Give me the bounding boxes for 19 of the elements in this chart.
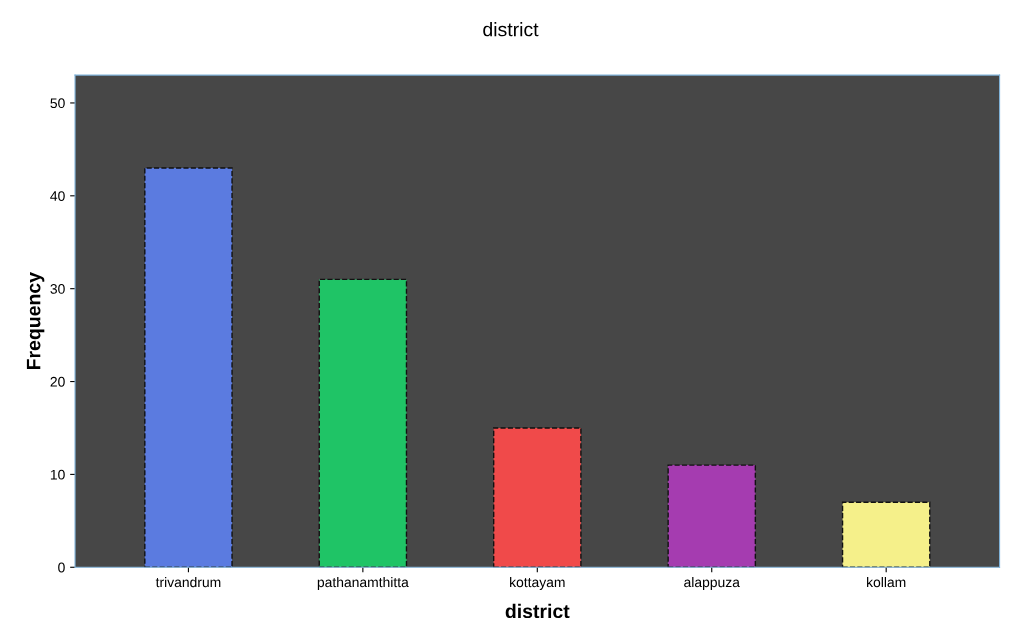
x-tick-label: pathanamthitta	[317, 576, 409, 590]
bar	[492, 427, 582, 568]
y-tick-label: 40	[50, 191, 65, 201]
y-tick-label: 20	[50, 376, 65, 387]
y-tick-label: 10	[50, 469, 65, 480]
x-tick-label: kollam	[867, 576, 906, 588]
x-tick-label: alappuza	[684, 576, 740, 590]
y-axis-title: Frequency	[26, 272, 45, 370]
x-tick-label: kottayam	[510, 576, 565, 590]
x-tick-label: trivandrum	[155, 576, 221, 588]
bar	[667, 464, 757, 568]
y-tick-label: 30	[50, 284, 65, 294]
x-axis-title: district	[505, 603, 570, 619]
y-tick-label: 0	[58, 562, 65, 573]
bar	[841, 501, 931, 568]
y-tick-label: 50	[50, 98, 65, 109]
chart-title: district	[483, 22, 539, 37]
bar	[318, 278, 408, 568]
bar	[144, 167, 233, 568]
